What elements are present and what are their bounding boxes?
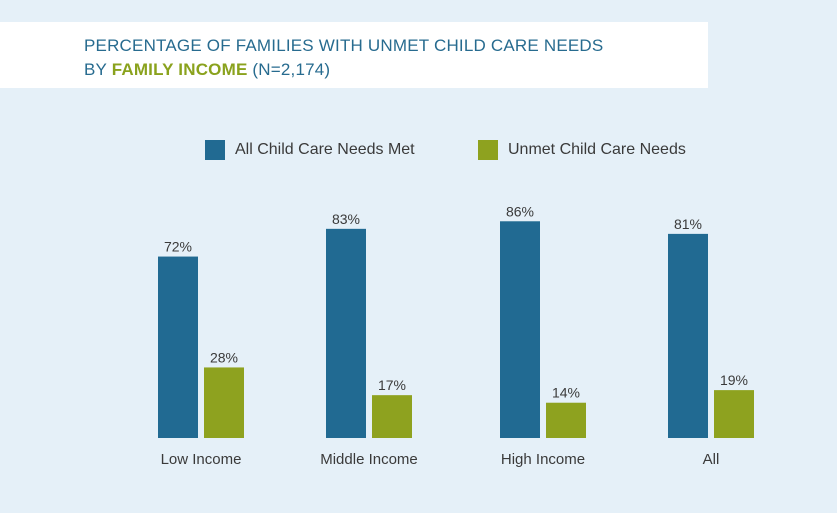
value-label-low-income-unmet: 28% <box>210 349 238 365</box>
chart-title-line2: BY FAMILY INCOME (N=2,174) <box>84 60 330 80</box>
legend: All Child Care Needs Met Unmet Child Car… <box>0 140 837 162</box>
bar-all-unmet <box>714 390 754 438</box>
legend-item-met: All Child Care Needs Met <box>205 140 415 160</box>
title-box: PERCENTAGE OF FAMILIES WITH UNMET CHILD … <box>0 22 708 88</box>
category-label-low-income: Low Income <box>161 451 242 468</box>
category-label-high-income: High Income <box>501 451 585 468</box>
value-label-all-unmet: 19% <box>720 372 748 388</box>
title-highlight: FAMILY INCOME <box>111 60 248 79</box>
legend-item-unmet: Unmet Child Care Needs <box>478 140 686 160</box>
value-label-middle-income-unmet: 17% <box>378 377 406 393</box>
legend-label-met: All Child Care Needs Met <box>235 141 415 158</box>
title-suffix: (N=2,174) <box>247 60 331 79</box>
bar-high-income-met <box>500 221 540 438</box>
legend-label-unmet: Unmet Child Care Needs <box>508 141 686 158</box>
bar-high-income-unmet <box>546 402 586 438</box>
value-label-low-income-met: 72% <box>164 239 192 255</box>
chart-title-line1: PERCENTAGE OF FAMILIES WITH UNMET CHILD … <box>84 36 604 55</box>
value-label-middle-income-met: 83% <box>332 211 360 227</box>
legend-swatch-unmet <box>478 140 498 160</box>
bar-all-met <box>668 233 708 438</box>
title-prefix: BY <box>84 60 112 79</box>
value-label-high-income-unmet: 14% <box>552 385 580 401</box>
category-label-middle-income: Middle Income <box>320 451 418 468</box>
bar-middle-income-met <box>326 228 366 438</box>
bar-low-income-unmet <box>204 367 244 438</box>
category-label-all: All <box>703 451 720 468</box>
bar-middle-income-unmet <box>372 395 412 438</box>
legend-swatch-met <box>205 140 225 160</box>
bar-low-income-met <box>158 256 198 438</box>
value-label-high-income-met: 86% <box>506 203 534 219</box>
value-label-all-met: 81% <box>674 216 702 232</box>
